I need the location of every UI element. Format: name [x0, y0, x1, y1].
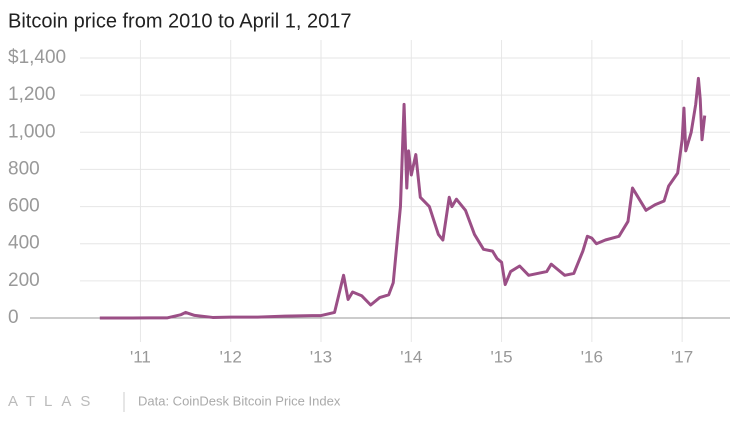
x-tick-label: '15: [490, 347, 512, 366]
x-tick-label: '13: [310, 347, 332, 366]
x-tick-label: '17: [671, 347, 693, 366]
y-tick-label: 400: [8, 233, 40, 254]
y-tick-label: 200: [8, 270, 40, 291]
x-tick-label: '11: [130, 347, 151, 366]
y-tick-label: 800: [8, 158, 40, 179]
chart-title: Bitcoin price from 2010 to April 1, 2017: [8, 10, 352, 32]
x-tick-label: '14: [400, 347, 422, 366]
source: Data: CoinDesk Bitcoin Price Index: [138, 393, 341, 408]
y-tick-label: 1,200: [8, 84, 56, 105]
y-tick-label: 1,000: [8, 121, 56, 142]
y-tick-label: $1,400: [8, 47, 66, 68]
x-tick-label: '16: [581, 347, 603, 366]
y-tick-label: 600: [8, 196, 40, 217]
y-tick-label: 0: [8, 307, 19, 328]
price-line: [99, 76, 707, 320]
brand: ATLAS: [8, 393, 99, 410]
x-tick-label: '12: [220, 347, 242, 366]
